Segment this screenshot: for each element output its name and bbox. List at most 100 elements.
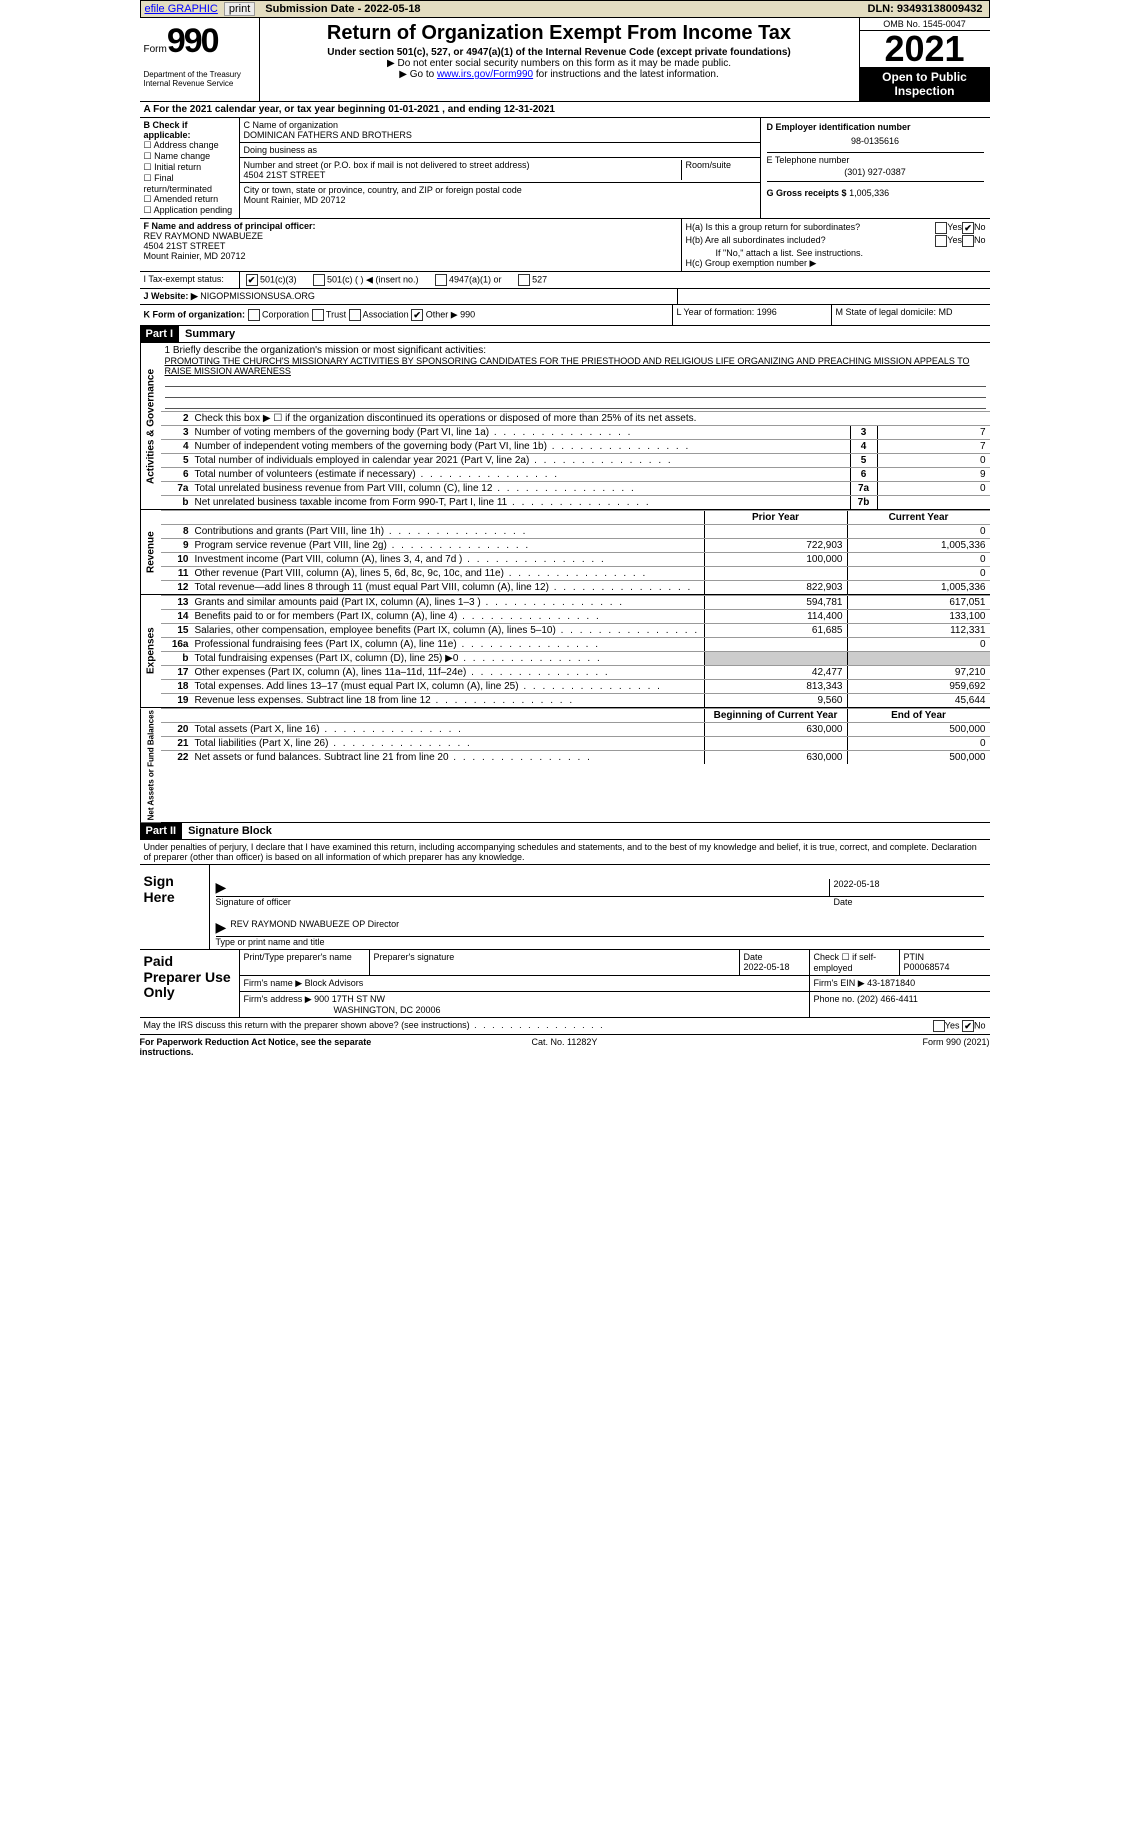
blank-line2 [165, 387, 986, 398]
gross-lbl: G Gross receipts $ [767, 188, 847, 198]
print-button[interactable]: print [224, 2, 255, 16]
officer-name: REV RAYMOND NWABUEZE [144, 231, 677, 241]
top-bar: efile GRAPHIC print Submission Date - 20… [140, 0, 990, 18]
cb-4947[interactable] [435, 274, 447, 286]
hb-lbl: H(b) Are all subordinates included? [686, 235, 936, 245]
may-irs-text: May the IRS discuss this return with the… [144, 1020, 933, 1032]
expenses-block: Expenses 13Grants and similar amounts pa… [140, 595, 990, 708]
irs-link[interactable]: www.irs.gov/Form990 [437, 69, 533, 80]
form-ref: Form 990 (2021) [706, 1037, 989, 1057]
tax-year: 2021 [860, 31, 990, 67]
website-val: NIGOPMISSIONSUSA.ORG [200, 291, 315, 301]
cb-527[interactable] [518, 274, 530, 286]
arrow-icon-2: ▶ [216, 919, 227, 936]
right-col: OMB No. 1545-0047 2021 Open to Public In… [860, 18, 990, 101]
prep-sig-lbl: Preparer's signature [370, 950, 740, 975]
city-lbl: City or town, state or province, country… [244, 185, 756, 195]
self-employed[interactable]: Check ☐ if self-employed [810, 950, 900, 975]
part1-title: Summary [179, 326, 241, 342]
revenue-block: Revenue bPrior YearCurrent Year 8Contrib… [140, 510, 990, 595]
ha-lbl: H(a) Is this a group return for subordin… [686, 222, 936, 232]
table-row: 10Investment income (Part VIII, column (… [161, 552, 990, 566]
irs-label: Internal Revenue Service [144, 80, 255, 89]
cb-app-pending[interactable]: ☐ Application pending [144, 205, 235, 216]
efile-link[interactable]: efile GRAPHIC [141, 3, 222, 15]
perjury-text: Under penalties of perjury, I declare th… [140, 840, 990, 864]
form-of-org-row: K Form of organization: Corporation Trus… [140, 305, 990, 326]
c-name-lbl: C Name of organization [244, 120, 756, 130]
officer-group-block: F Name and address of principal officer:… [140, 218, 990, 271]
side-revenue: Revenue [140, 510, 161, 594]
submission-date: Submission Date - 2022-05-18 [257, 3, 428, 15]
ein-lbl: D Employer identification number [767, 122, 984, 132]
table-row: bTotal fundraising expenses (Part IX, co… [161, 651, 990, 665]
firm-addr2: WASHINGTON, DC 20006 [244, 1005, 441, 1015]
table-row: 4Number of independent voting members of… [161, 439, 990, 453]
form-number-col: Form990 Department of the Treasury Inter… [140, 18, 260, 101]
table-row: 17Other expenses (Part IX, column (A), l… [161, 665, 990, 679]
part2-header-row: Part II Signature Block [140, 823, 990, 840]
side-netassets: Net Assets or Fund Balances [140, 708, 161, 822]
street-lbl: Number and street (or P.O. box if mail i… [244, 160, 681, 170]
table-row: 16aProfessional fundraising fees (Part I… [161, 637, 990, 651]
firm-addr-lbl: Firm's address ▶ [244, 994, 312, 1004]
may-irs-row: May the IRS discuss this return with the… [140, 1017, 990, 1034]
form-number: 990 [167, 22, 218, 60]
bocy-hdr: Beginning of Current Year [704, 709, 847, 722]
paperwork-notice: For Paperwork Reduction Act Notice, see … [140, 1037, 423, 1057]
tel-lbl: E Telephone number [767, 155, 984, 165]
table-row: 8Contributions and grants (Part VIII, li… [161, 524, 990, 538]
hb-yes[interactable] [935, 235, 947, 247]
cy-hdr: Current Year [847, 511, 990, 524]
footer-row: For Paperwork Reduction Act Notice, see … [140, 1034, 990, 1059]
part2-header: Part II [140, 823, 183, 839]
cb-trust[interactable] [312, 309, 324, 321]
activities-block: Activities & Governance 1 Briefly descri… [140, 343, 990, 510]
ha-yes[interactable] [935, 222, 947, 234]
side-activities: Activities & Governance [140, 343, 161, 509]
table-row: 19Revenue less expenses. Subtract line 1… [161, 693, 990, 707]
form-title: Return of Organization Exempt From Incom… [266, 22, 853, 45]
netassets-block: Net Assets or Fund Balances Beginning of… [140, 708, 990, 823]
may-yes[interactable] [933, 1020, 945, 1032]
j-lbl: J Website: ▶ [144, 291, 198, 301]
hc-lbl: H(c) Group exemption number ▶ [686, 258, 986, 269]
cb-assoc[interactable] [349, 309, 361, 321]
hb-no[interactable] [962, 235, 974, 247]
dln: DLN: 93493138009432 [862, 3, 989, 15]
part1-header-row: Part I Summary [140, 326, 990, 343]
eoy-hdr: End of Year [847, 709, 990, 722]
subtitle-2b: ▶ Go to www.irs.gov/Form990 for instruct… [266, 69, 853, 80]
table-row: 18Total expenses. Add lines 13–17 (must … [161, 679, 990, 693]
org-name: DOMINICAN FATHERS AND BROTHERS [244, 130, 756, 140]
cb-name-change[interactable]: ☐ Name change [144, 151, 235, 162]
principal-officer: F Name and address of principal officer:… [140, 219, 682, 271]
cb-final-return[interactable]: ☐ Final return/terminated [144, 173, 235, 194]
table-row: 3Number of voting members of the governi… [161, 425, 990, 439]
open-to-public: Open to Public Inspection [860, 67, 990, 101]
sign-here-block: Sign Here ▶2022-05-18 Signature of offic… [140, 864, 990, 949]
paid-preparer-lbl: Paid Preparer Use Only [140, 950, 240, 1017]
cb-amended[interactable]: ☐ Amended return [144, 194, 235, 205]
cb-501c[interactable] [313, 274, 325, 286]
check-if-applicable: B Check if applicable: ☐ Address change … [140, 118, 240, 218]
form-word: Form [144, 44, 167, 55]
prep-date-val: 2022-05-18 [744, 962, 790, 972]
ha-no[interactable]: ✔ [962, 222, 974, 234]
date-lbl: Date [834, 897, 984, 907]
table-row: 5Total number of individuals employed in… [161, 453, 990, 467]
ein-val: 98-0135616 [767, 132, 984, 150]
table-row: 21Total liabilities (Part X, line 26)0 [161, 736, 990, 750]
group-return-box: H(a) Is this a group return for subordin… [682, 219, 990, 271]
may-no[interactable]: ✔ [962, 1020, 974, 1032]
cb-initial-return[interactable]: ☐ Initial return [144, 162, 235, 173]
firm-phone: Phone no. (202) 466-4411 [810, 992, 990, 1017]
table-row: 22Net assets or fund balances. Subtract … [161, 750, 990, 764]
i-lbl: I Tax-exempt status: [140, 272, 240, 288]
b-label: B Check if applicable: [144, 120, 235, 140]
cb-corp[interactable] [248, 309, 260, 321]
side-expenses: Expenses [140, 595, 161, 707]
cb-address-change[interactable]: ☐ Address change [144, 140, 235, 151]
cb-other[interactable]: ✔ [411, 309, 423, 321]
cb-501c3[interactable]: ✔ [246, 274, 258, 286]
